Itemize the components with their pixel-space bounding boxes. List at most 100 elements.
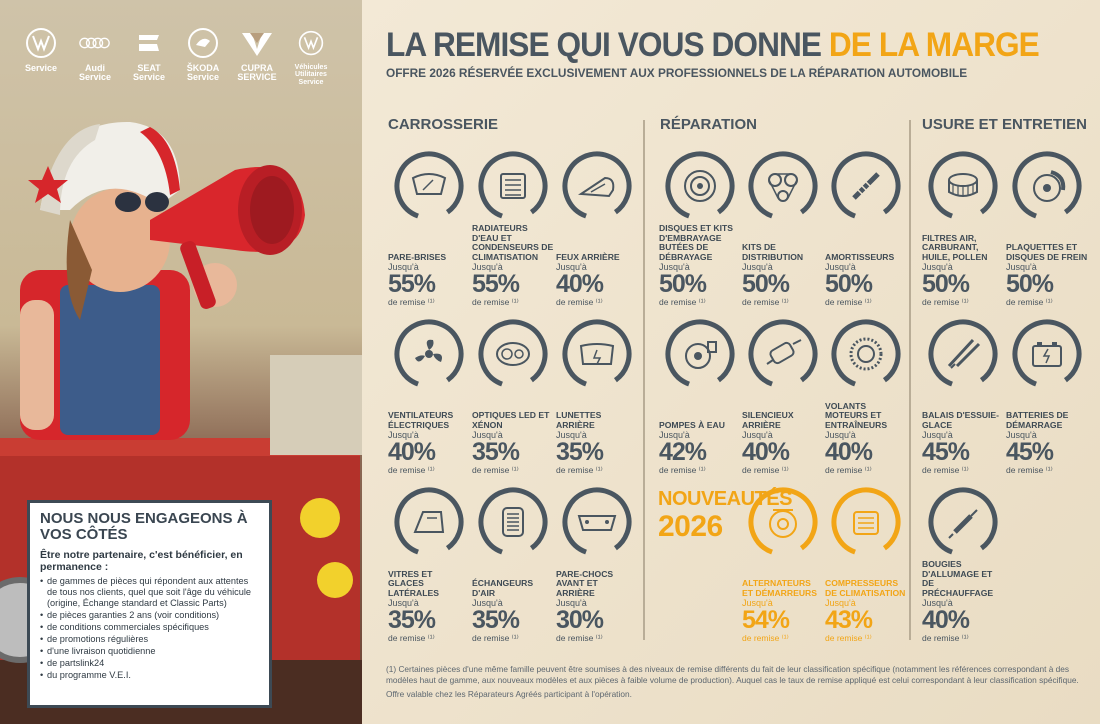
item-discount: 40% <box>825 438 873 466</box>
item-remise: de remise ⁽¹⁾ <box>1006 465 1053 475</box>
item-name: Compresseurs de climatisation <box>825 578 906 598</box>
commitment-title: NOUS NOUS ENGAGEONS À VOS CÔTÉS <box>40 510 248 543</box>
item-remise: de remise ⁽¹⁾ <box>388 633 435 643</box>
item-discount: 54% <box>742 606 790 634</box>
discount-item: Pare-brises Jusqu'à 55% de remise ⁽¹⁾ <box>388 150 470 310</box>
item-name: Disques et kits d'embrayage butées de dé… <box>659 223 734 262</box>
item-upto: Jusqu'à <box>922 430 953 440</box>
item-name: Plaquettes et disques de frein <box>1006 242 1088 262</box>
item-remise: de remise ⁽¹⁾ <box>922 633 969 643</box>
item-discount: 40% <box>388 438 436 466</box>
brake-icon <box>1012 151 1082 221</box>
item-remise: de remise ⁽¹⁾ <box>388 297 435 307</box>
item-remise: de remise ⁽¹⁾ <box>742 297 789 307</box>
list-item: d'une livraison quotidienne <box>40 646 259 657</box>
filter-icon <box>928 151 998 221</box>
discount-item: Pompes à eau Jusqu'à 42% de remise ⁽¹⁾ <box>659 318 741 478</box>
discount-item: Amortisseurs Jusqu'à 50% de remise ⁽¹⁾ <box>825 150 907 310</box>
item-upto: Jusqu'à <box>922 262 953 272</box>
radiator-icon <box>478 151 548 221</box>
discount-item: Filtres air, carburant, huile, pollen Jus… <box>922 150 1004 310</box>
air-exchanger-icon <box>478 487 548 557</box>
rear-window-icon <box>562 319 632 389</box>
item-remise: de remise ⁽¹⁾ <box>742 633 789 643</box>
item-remise: de remise ⁽¹⁾ <box>825 633 872 643</box>
item-upto: Jusqu'à <box>556 262 587 272</box>
item-discount: 35% <box>556 438 604 466</box>
item-remise: de remise ⁽¹⁾ <box>825 465 872 475</box>
item-remise: de remise ⁽¹⁾ <box>556 633 603 643</box>
item-name: Bougies d'allumage et de préchauffage <box>922 559 994 598</box>
item-name: Pare-brises <box>388 251 447 262</box>
item-remise: de remise ⁽¹⁾ <box>556 465 603 475</box>
item-remise: de remise ⁽¹⁾ <box>472 465 519 475</box>
item-upto: Jusqu'à <box>556 598 587 608</box>
list-item: du programme V.E.I. <box>40 670 259 681</box>
item-name: Filtres air, carburant, huile, pollen <box>922 232 988 262</box>
hero-photo: Service Audi Service SEAT Service ŠKODA … <box>0 0 362 724</box>
taillight-icon <box>562 151 632 221</box>
vw-commercial-logo: Véhicules Utilitaires Service <box>288 26 334 86</box>
wiper-icon <box>928 319 998 389</box>
item-discount: 35% <box>472 606 520 634</box>
item-name: Amortisseurs <box>825 251 895 262</box>
discount-item: Optiques LED et xénon Jusqu'à 35% de remise… <box>472 318 554 478</box>
section-divider <box>643 120 645 640</box>
page-subtitle: OFFRE 2026 RÉSERVÉE EXCLUSIVEMENT AUX PR… <box>386 66 968 80</box>
item-remise: de remise ⁽¹⁾ <box>659 465 706 475</box>
item-upto: Jusqu'à <box>472 430 503 440</box>
item-upto: Jusqu'à <box>742 430 773 440</box>
side-window-icon <box>394 487 464 557</box>
item-discount: 50% <box>659 270 707 298</box>
muffler-icon <box>748 319 818 389</box>
spark-plug-icon <box>928 487 998 557</box>
item-name: Optiques LED et xénon <box>472 410 550 430</box>
headlight-icon <box>478 319 548 389</box>
discount-item: Pare-chocs avant et arrière Jusqu'à 30% de … <box>556 486 638 646</box>
item-upto: Jusqu'à <box>659 430 690 440</box>
section-divider <box>909 120 911 640</box>
item-remise: de remise ⁽¹⁾ <box>922 297 969 307</box>
item-name: Silencieux arrière <box>742 410 794 430</box>
item-upto: Jusqu'à <box>922 598 953 608</box>
item-remise: de remise ⁽¹⁾ <box>659 297 706 307</box>
section-title-usure: USURE ET ENTRETIEN <box>922 116 1088 133</box>
discount-item: Silencieux arrière Jusqu'à 40% de remise ⁽¹… <box>742 318 824 478</box>
item-name: Alternateurs et démarreurs <box>742 578 817 598</box>
list-item: de promotions régulières <box>40 634 259 645</box>
item-remise: de remise ⁽¹⁾ <box>922 465 969 475</box>
item-discount: 50% <box>742 270 790 298</box>
item-discount: 50% <box>922 270 970 298</box>
item-upto: Jusqu'à <box>825 430 856 440</box>
item-discount: 30% <box>556 606 604 634</box>
item-upto: Jusqu'à <box>472 598 503 608</box>
item-name: Pare-chocs avant et arrière <box>556 568 614 598</box>
bumper-icon <box>562 487 632 557</box>
alternator-icon <box>748 487 818 557</box>
discount-item: Compresseurs de climatisation Jusqu'à 43% d… <box>825 486 907 646</box>
item-upto: Jusqu'à <box>742 262 773 272</box>
audi-logo: Audi Service <box>72 26 118 83</box>
water-pump-icon <box>665 319 735 389</box>
kid-megaphone-illustration <box>0 121 362 724</box>
list-item: de pièces garanties 2 ans (voir conditio… <box>40 610 259 621</box>
item-discount: 45% <box>922 438 970 466</box>
item-discount: 35% <box>472 438 520 466</box>
item-remise: de remise ⁽¹⁾ <box>825 297 872 307</box>
item-discount: 40% <box>922 606 970 634</box>
footnote: (1) Certaines pièces d'une même famille … <box>386 664 1079 699</box>
item-upto: Jusqu'à <box>1006 430 1037 440</box>
discount-item: Alternateurs et démarreurs Jusqu'à 54% de r… <box>742 486 824 646</box>
item-upto: Jusqu'à <box>825 262 856 272</box>
commitment-box: NOUS NOUS ENGAGEONS À VOS CÔTÉS Être not… <box>27 500 272 708</box>
windshield-icon <box>394 151 464 221</box>
item-name: Lunettes arrière <box>556 410 602 430</box>
discount-item: Kits de distribution Jusqu'à 50% de remise … <box>742 150 824 310</box>
discount-item: Échangeurs d'air Jusqu'à 35% de remise ⁽¹⁾ <box>472 486 554 646</box>
commitment-intro: Être notre partenaire, c'est bénéficier,… <box>40 549 243 573</box>
item-name: Feux arrière <box>556 251 620 262</box>
item-discount: 50% <box>1006 270 1054 298</box>
discount-item: Vitres et glaces latérales Jusqu'à 35% de r… <box>388 486 470 646</box>
skoda-logo: ŠKODA Service <box>180 26 226 83</box>
item-upto: Jusqu'à <box>556 430 587 440</box>
